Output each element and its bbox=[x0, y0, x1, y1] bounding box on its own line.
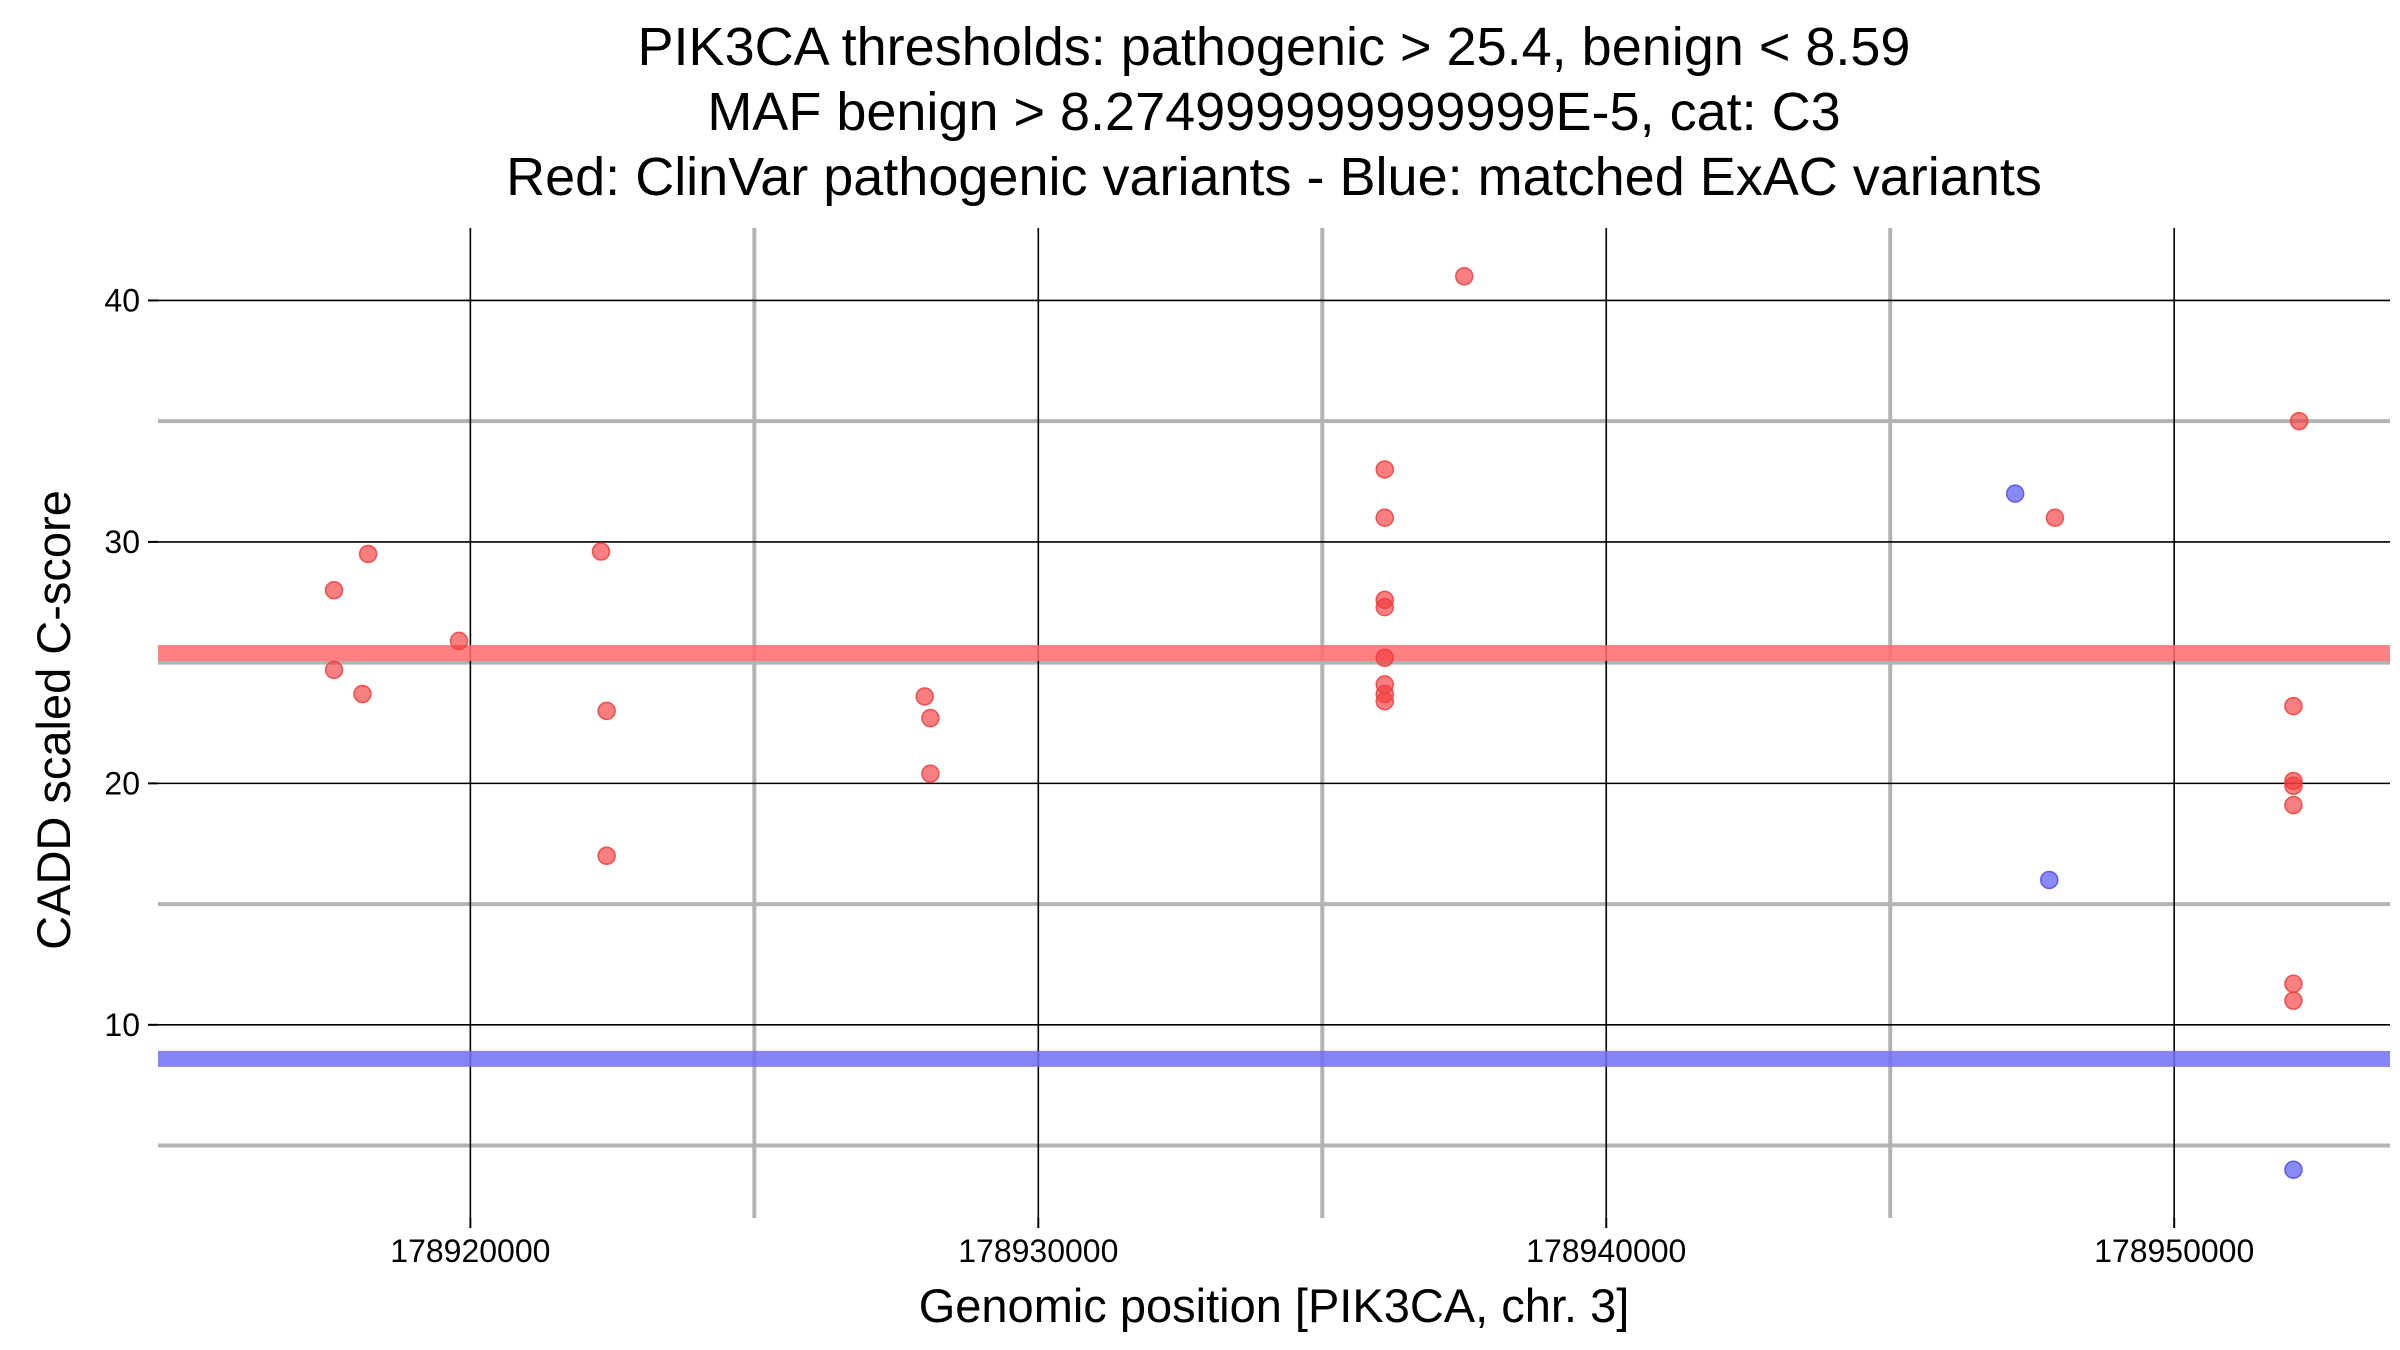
data-point-series-1 bbox=[915, 687, 934, 706]
data-point-series-1 bbox=[921, 708, 940, 728]
data-point-series-1 bbox=[2284, 974, 2303, 994]
data-point-series-1 bbox=[449, 631, 469, 651]
threshold-lines bbox=[158, 644, 2390, 1067]
y-tick-label: 20 bbox=[104, 765, 140, 801]
chart-title: PIK3CA thresholds: pathogenic > 25.4, be… bbox=[506, 17, 2042, 207]
data-point-series-1 bbox=[324, 660, 344, 680]
data-point-series-1 bbox=[597, 846, 616, 866]
y-tick-label: 40 bbox=[104, 282, 140, 318]
x-tick-label: 178930000 bbox=[958, 1233, 1118, 1269]
title-line-1: PIK3CA thresholds: pathogenic > 25.4, be… bbox=[638, 17, 1911, 77]
data-point-series-1 bbox=[1375, 648, 1394, 668]
data-point-series-1 bbox=[1375, 460, 1394, 479]
data-point-series-1 bbox=[2045, 508, 2065, 528]
title-line-2: MAF benign > 8.274999999999999E-5, cat: … bbox=[707, 82, 1840, 142]
data-point-series-1 bbox=[591, 542, 611, 561]
data-point-series-1 bbox=[324, 580, 344, 600]
grid-lines bbox=[158, 228, 2390, 1218]
data-point-series-1 bbox=[2289, 411, 2309, 431]
data-point-series-1 bbox=[597, 701, 616, 721]
x-tick-label: 178920000 bbox=[390, 1233, 550, 1269]
data-point-series-1 bbox=[1375, 508, 1394, 528]
data-points bbox=[324, 267, 2309, 1179]
y-axis-title: CADD scaled C-score bbox=[27, 490, 80, 950]
data-point-series-2 bbox=[2039, 870, 2059, 890]
data-point-series-2 bbox=[2284, 1160, 2303, 1179]
axis-ticks: 178920000 178930000 178940000 178950000 10 20… bbox=[104, 282, 2254, 1269]
title-line-3: Red: ClinVar pathogenic variants - Blue:… bbox=[506, 147, 2042, 207]
data-point-series-1 bbox=[353, 684, 372, 704]
x-tick-label: 178950000 bbox=[2094, 1233, 2254, 1269]
x-tick-label: 178940000 bbox=[1526, 1233, 1686, 1269]
y-tick-label: 30 bbox=[104, 524, 140, 560]
data-point-series-1 bbox=[1375, 692, 1394, 711]
data-point-series-1 bbox=[2284, 696, 2303, 716]
data-point-series-1 bbox=[1455, 267, 1474, 286]
x-axis-title: Genomic position [PIK3CA, chr. 3] bbox=[919, 1279, 1630, 1332]
data-point-series-1 bbox=[2284, 795, 2303, 815]
data-point-series-1 bbox=[2284, 991, 2303, 1010]
data-point-series-2 bbox=[2005, 484, 2025, 503]
data-point-series-1 bbox=[2284, 776, 2303, 796]
data-point-series-1 bbox=[1375, 597, 1394, 617]
y-tick-label: 10 bbox=[104, 1007, 140, 1043]
data-point-series-1 bbox=[921, 764, 940, 783]
data-point-series-1 bbox=[358, 544, 378, 564]
